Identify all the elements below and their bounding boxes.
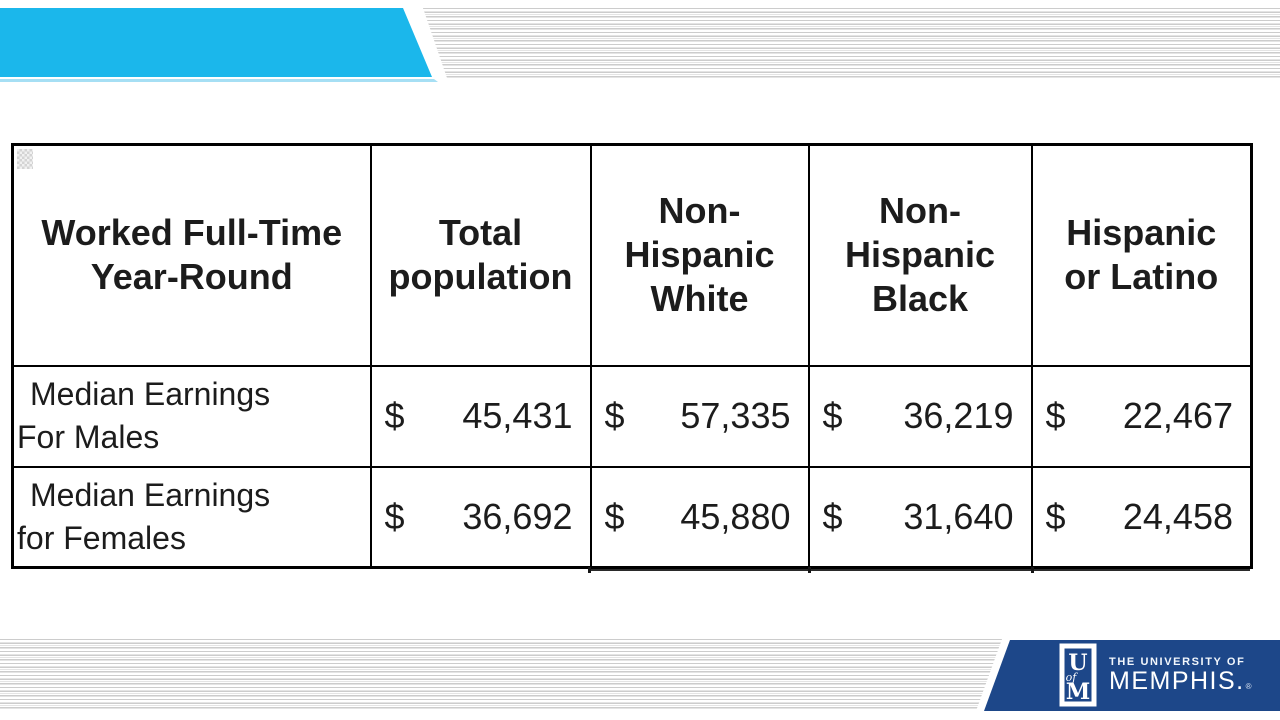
logo-wordmark: THE UNIVERSITY OF MEMPHIS.®: [1109, 656, 1253, 694]
cell-males-nh-white: $ 57,335: [589, 364, 810, 468]
currency-symbol: $: [604, 395, 625, 436]
cell-females-nh-black: $ 31,640: [807, 465, 1033, 569]
cell-females-hispanic: $ 24,458: [1030, 465, 1253, 569]
currency-symbol: $: [822, 495, 843, 537]
shield-letter-of: of: [1066, 671, 1079, 684]
logo-memphis-word: MEMPHIS.: [1109, 667, 1245, 695]
header-cell-hispanic-or-latino: Hispanic or Latino: [1030, 143, 1253, 367]
table-border-tick: [1031, 567, 1034, 573]
table-row-males: Median Earnings For Males $ 45,431 $ 57,…: [11, 364, 1253, 468]
memphis-logo-banner: [984, 640, 1280, 711]
header-label-line: Year-Round: [90, 256, 293, 298]
row-label-line: Median Earnings: [30, 476, 271, 513]
cyan-banner-shape: [0, 8, 432, 77]
header-label-line: or Latino: [1064, 256, 1219, 298]
row-label-line: for Females: [17, 519, 186, 556]
header-label-line: Worked Full-Time: [41, 212, 343, 254]
cell-value: 24,458: [1122, 495, 1233, 537]
bottom-stripes-decor: [0, 639, 1002, 711]
header-cell-worked-full-time: Worked Full-Time Year-Round: [11, 143, 372, 367]
row-label-females: Median Earnings for Females: [11, 465, 372, 569]
cell-value: 36,219: [903, 395, 1014, 436]
cell-value: 36,692: [462, 495, 573, 537]
shield-letter-m: M: [1066, 679, 1090, 705]
row-label-line: For Males: [17, 419, 160, 455]
table-border-tick: [808, 567, 811, 573]
cell-females-total: $ 36,692: [369, 465, 592, 569]
cell-value: 45,880: [680, 495, 791, 537]
cell-value: 31,640: [903, 495, 1014, 537]
table-header-row: Worked Full-Time Year-Round Total popula…: [11, 143, 1253, 367]
table-border-tick: [588, 567, 591, 573]
header-label-line: population: [388, 256, 573, 298]
header-label-line: Black: [871, 278, 969, 320]
earnings-table-container: Worked Full-Time Year-Round Total popula…: [11, 143, 1253, 573]
top-stripes-decor: [423, 8, 1280, 78]
currency-symbol: $: [1045, 495, 1066, 537]
cell-value: 22,467: [1122, 395, 1233, 436]
currency-symbol: $: [822, 395, 843, 436]
cell-males-hispanic: $ 22,467: [1030, 364, 1253, 468]
cell-males-nh-black: $ 36,219: [807, 364, 1033, 468]
currency-symbol: $: [384, 395, 405, 436]
header-label-line: Hispanic: [624, 234, 775, 276]
header-label-line: Hispanic: [1066, 212, 1217, 254]
header-label-line: Non-: [658, 190, 741, 232]
header-label-line: Hispanic: [844, 234, 996, 276]
header-cell-non-hispanic-white: Non- Hispanic White: [589, 143, 810, 367]
header-cell-total-population: Total population: [369, 143, 592, 367]
row-label-males: Median Earnings For Males: [11, 364, 372, 468]
logo-memphis-text: MEMPHIS.®: [1109, 669, 1253, 694]
table-row-females: Median Earnings for Females $ 36,692 $ 4…: [11, 465, 1253, 569]
header-cell-non-hispanic-black: Non- Hispanic Black: [807, 143, 1033, 367]
cyan-accent-line: [0, 79, 438, 82]
header-label-line: Non-: [879, 190, 961, 232]
earnings-table: Worked Full-Time Year-Round Total popula…: [11, 143, 1253, 569]
header-label-line: White: [650, 278, 749, 320]
shield-letter-u: U: [1068, 650, 1087, 676]
table-border-artifact: [588, 569, 1250, 571]
currency-symbol: $: [1045, 395, 1066, 436]
cell-males-total: $ 45,431: [369, 364, 592, 468]
header-label-line: Total: [438, 212, 523, 254]
university-of-memphis-logo: U of M THE UNIVERSITY OF MEMPHIS.®: [1058, 643, 1253, 707]
cell-value: 45,431: [462, 395, 573, 436]
row-label-line: Median Earnings: [30, 376, 271, 412]
paste-artifact-blob: [17, 149, 33, 169]
currency-symbol: $: [384, 495, 405, 537]
cell-females-nh-white: $ 45,880: [589, 465, 810, 569]
cell-value: 57,335: [680, 395, 791, 436]
registered-mark: ®: [1245, 682, 1254, 691]
logo-university-text: THE UNIVERSITY OF: [1109, 656, 1246, 668]
currency-symbol: $: [604, 495, 625, 537]
uofm-shield-icon: U of M: [1059, 643, 1097, 707]
